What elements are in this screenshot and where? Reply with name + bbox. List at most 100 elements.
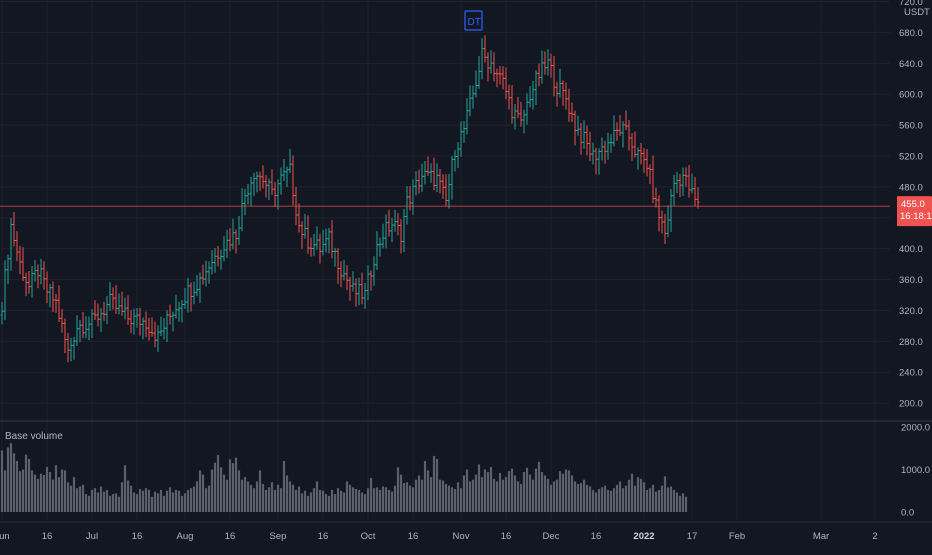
- volume-bar: [552, 481, 556, 512]
- volume-bar: [369, 478, 373, 512]
- price-tick-label: 320.0: [899, 306, 923, 317]
- volume-bar: [255, 481, 259, 512]
- volume-bar: [99, 486, 103, 512]
- volume-bar: [78, 486, 82, 512]
- price-tick-label: 400.0: [899, 244, 923, 255]
- time-tick-label: 16: [225, 531, 236, 542]
- volume-bar: [498, 472, 502, 512]
- volume-bar: [528, 474, 532, 512]
- volume-bar: [198, 470, 202, 512]
- volume-bar: [390, 491, 394, 512]
- volume-bar: [462, 475, 466, 512]
- volume-bar: [372, 488, 376, 512]
- volume-bar: [570, 475, 574, 512]
- volume-bar: [285, 475, 289, 512]
- volume-bar: [672, 489, 676, 512]
- volume-bar: [291, 484, 295, 512]
- volume-bar: [327, 495, 331, 512]
- volume-bar: [339, 490, 343, 512]
- volume-bar: [360, 492, 364, 512]
- volume-bar: [75, 488, 79, 512]
- volume-bar: [9, 443, 13, 512]
- time-tick-label: Sep: [270, 531, 287, 542]
- price-tick-label: 720.0: [899, 0, 923, 8]
- volume-bar: [465, 469, 469, 512]
- volume-bar: [531, 479, 535, 512]
- volume-bar: [516, 481, 520, 512]
- volume-bar: [306, 495, 310, 512]
- volume-bar: [579, 483, 583, 512]
- volume-bar: [252, 488, 256, 512]
- volume-bar: [642, 482, 646, 512]
- volume-bar: [684, 496, 688, 512]
- last-price-badge: [897, 196, 932, 227]
- volume-bar: [669, 486, 673, 512]
- volume-bar: [87, 495, 91, 512]
- volume-bar: [393, 485, 397, 512]
- volume-bar: [603, 485, 607, 512]
- volume-bar: [675, 492, 679, 512]
- volume-bar: [18, 471, 22, 512]
- volume-bar: [480, 477, 484, 512]
- volume-bar: [423, 461, 427, 512]
- volume-bar: [654, 491, 658, 512]
- volume-bar: [399, 474, 403, 512]
- volume-bar: [201, 474, 205, 512]
- price-tick-label: 680.0: [899, 28, 923, 39]
- volume-bar: [36, 478, 40, 512]
- volume-bar: [438, 479, 442, 512]
- price-tick-label: 560.0: [899, 121, 923, 132]
- volume-bar: [42, 475, 46, 512]
- volume-bar: [564, 469, 568, 512]
- volume-bar: [483, 469, 487, 512]
- volume-bar: [15, 461, 19, 512]
- volume-bar: [558, 471, 562, 512]
- volume-bar: [21, 469, 25, 512]
- volume-bar: [633, 485, 637, 512]
- volume-bar: [204, 488, 208, 512]
- volume-bar: [30, 470, 34, 512]
- volume-bar: [138, 489, 142, 512]
- volume-bar: [261, 483, 265, 512]
- volume-bar: [513, 475, 517, 512]
- volume-bar: [363, 494, 367, 512]
- volume-bar: [501, 479, 505, 512]
- volume-bar: [477, 464, 481, 512]
- volume-bar: [411, 487, 415, 512]
- volume-bar: [189, 488, 193, 512]
- volume-bar: [183, 493, 187, 512]
- volume-bar: [414, 479, 418, 512]
- volume-bar: [534, 468, 538, 512]
- currency-label: USDT: [904, 7, 930, 18]
- volume-bar: [324, 494, 328, 512]
- volume-bar: [243, 477, 247, 512]
- volume-bar: [636, 477, 640, 512]
- dt-marker-box: [464, 10, 483, 31]
- volume-bar: [459, 488, 463, 512]
- volume-bar: [618, 481, 622, 512]
- volume-bar: [486, 472, 490, 512]
- time-tick-label: Oct: [361, 531, 376, 542]
- volume-bar: [387, 489, 391, 512]
- price-tick-label: 640.0: [899, 59, 923, 70]
- volume-bar: [135, 494, 139, 512]
- volume-bar: [219, 467, 223, 512]
- volume-bar: [396, 467, 400, 512]
- volume-bar: [174, 489, 178, 512]
- volume-bar: [537, 461, 541, 512]
- volume-bar: [312, 488, 316, 512]
- volume-bar: [63, 470, 67, 512]
- volume-bar: [342, 492, 346, 512]
- volume-bar: [639, 478, 643, 512]
- time-tick-label: 16: [132, 531, 143, 542]
- volume-pane-title: Base volume: [5, 431, 63, 442]
- volume-bar: [309, 492, 313, 512]
- volume-bar: [666, 487, 670, 512]
- price-tick-label: 480.0: [899, 182, 923, 193]
- volume-bar: [609, 490, 613, 512]
- time-tick-label: Jun: [0, 531, 10, 542]
- volume-bar: [378, 489, 382, 512]
- volume-bar: [69, 485, 73, 512]
